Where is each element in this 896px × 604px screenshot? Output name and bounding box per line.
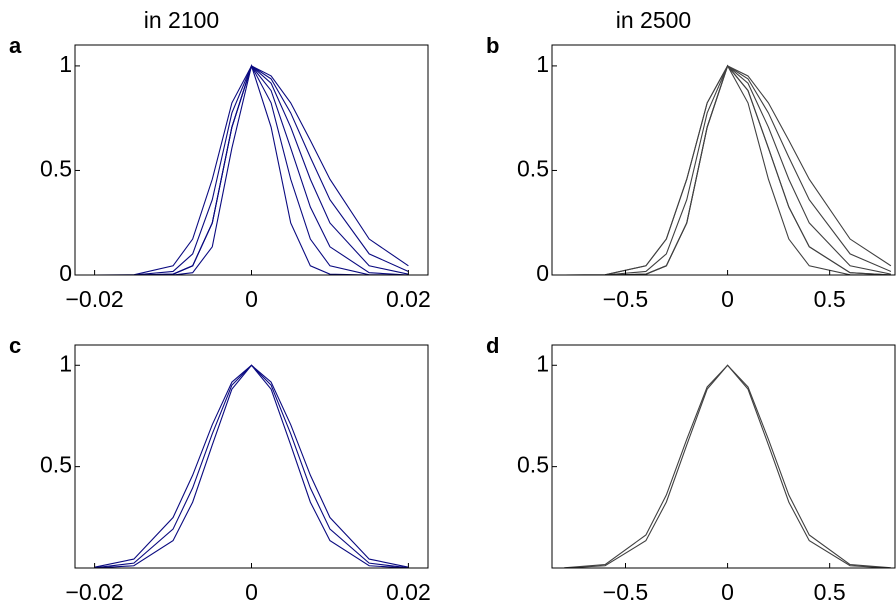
curve: [564, 65, 892, 276]
x-tick-label: 0: [721, 579, 734, 604]
x-tick-label: −0.02: [66, 579, 124, 604]
panel-label: a: [9, 33, 22, 58]
x-tick-label: 0.5: [814, 286, 846, 312]
curve: [94, 65, 409, 276]
x-tick-label: 0: [721, 286, 734, 312]
axes-box: [551, 344, 896, 569]
axes-box: [551, 44, 896, 276]
y-tick-label: 0.5: [40, 452, 72, 478]
x-tick-label: 0.5: [814, 579, 846, 604]
y-tick-label: 0.5: [517, 452, 549, 478]
curve: [94, 65, 409, 276]
panel-label: d: [486, 333, 499, 358]
y-tick-label: 0: [59, 260, 72, 286]
x-tick-label: 0: [245, 286, 258, 312]
curve: [564, 364, 891, 569]
x-tick-label: 0.02: [386, 579, 431, 604]
x-tick-label: −0.02: [66, 286, 124, 312]
x-tick-label: 0.02: [386, 286, 431, 312]
x-tick-label: −0.5: [603, 286, 648, 312]
panel-label: b: [486, 33, 499, 58]
curve: [564, 364, 891, 569]
y-tick-label: 1: [59, 51, 72, 77]
curve: [564, 64, 891, 276]
curve: [94, 364, 409, 568]
x-tick-label: −0.5: [603, 579, 648, 604]
y-tick-label: 1: [536, 51, 549, 77]
y-tick-label: 1: [536, 350, 549, 376]
panel-title: in 2500: [616, 7, 691, 33]
curve: [94, 364, 409, 569]
y-tick-label: 0.5: [517, 156, 549, 182]
y-tick-label: 0: [536, 260, 549, 286]
panel-title: in 2100: [144, 7, 219, 33]
y-tick-label: 0.5: [40, 156, 72, 182]
axes-box: [74, 44, 429, 276]
curve: [94, 364, 409, 569]
panel-label: c: [9, 333, 21, 358]
axes-box: [74, 344, 429, 569]
y-tick-label: 1: [59, 350, 72, 376]
x-tick-label: 0: [245, 579, 258, 604]
